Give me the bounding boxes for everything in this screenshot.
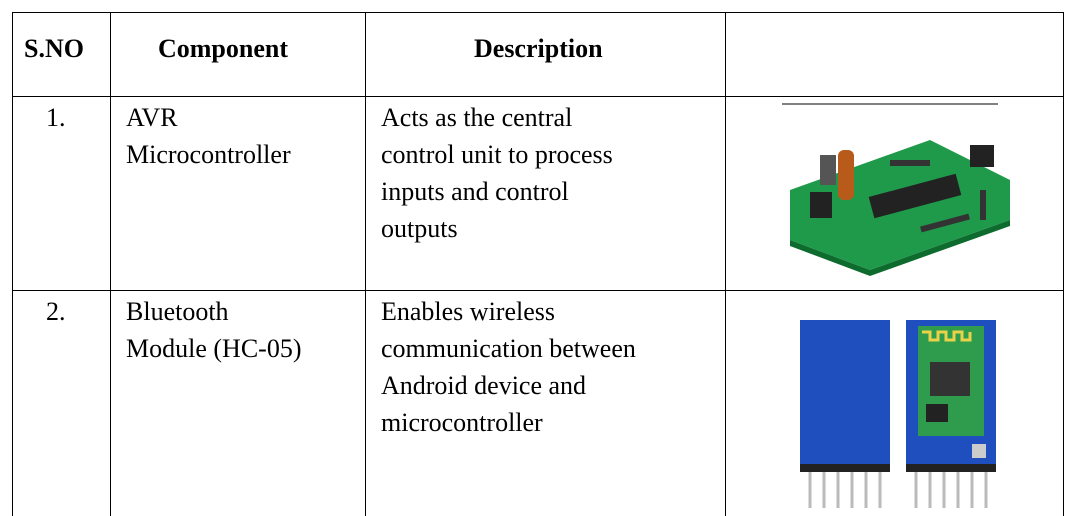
border — [1063, 12, 1064, 516]
description-line: Acts as the central — [381, 103, 573, 132]
description-line: communication between — [381, 334, 636, 363]
header-cell: Component — [158, 34, 289, 63]
row-number: 2. — [46, 297, 66, 326]
border — [725, 12, 726, 516]
avr-board-image — [782, 103, 1010, 276]
bluetooth-module-image — [800, 320, 996, 508]
description-line: outputs — [381, 214, 458, 243]
border — [12, 290, 1064, 291]
description-line: inputs and control — [381, 177, 569, 206]
header-cell: Description — [474, 34, 603, 63]
component-line: AVR — [126, 103, 178, 132]
header-cell: S.NO — [24, 34, 84, 63]
description-line: microcontroller — [381, 408, 543, 437]
component-line: Bluetooth — [126, 297, 229, 326]
description-line: control unit to process — [381, 140, 613, 169]
border — [365, 12, 366, 516]
border — [12, 96, 1064, 97]
border — [110, 12, 111, 516]
row-number: 1. — [46, 103, 66, 132]
description-line: Enables wireless — [381, 297, 556, 326]
border — [12, 12, 13, 516]
description-line: Android device and — [381, 371, 587, 400]
component-line: Microcontroller — [126, 140, 291, 169]
border — [12, 12, 1064, 13]
component-line: Module (HC-05) — [126, 334, 302, 363]
